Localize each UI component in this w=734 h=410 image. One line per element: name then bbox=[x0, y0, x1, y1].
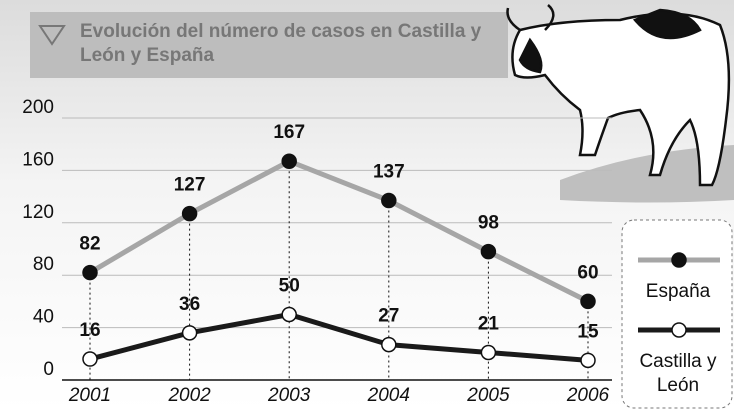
data-label: 127 bbox=[174, 175, 206, 196]
legend-marker bbox=[672, 323, 686, 337]
cow-illustration bbox=[508, 5, 734, 203]
x-tick-label: 2003 bbox=[267, 385, 311, 406]
chart-title: Evolución del número de casos en Castill… bbox=[80, 20, 500, 68]
x-tick-label: 2001 bbox=[68, 385, 111, 406]
y-tick-label: 160 bbox=[22, 149, 54, 170]
legend-label: España bbox=[626, 280, 730, 304]
data-label: 21 bbox=[478, 314, 500, 335]
series-line bbox=[90, 315, 588, 361]
data-label: 15 bbox=[577, 321, 599, 342]
y-tick-label: 0 bbox=[43, 359, 54, 380]
x-tick-label: 2002 bbox=[167, 385, 211, 406]
y-tick-label: 200 bbox=[22, 97, 54, 118]
data-point bbox=[481, 345, 495, 359]
data-point bbox=[382, 194, 396, 208]
data-label: 167 bbox=[273, 122, 305, 143]
legend-marker bbox=[672, 253, 686, 267]
data-label: 27 bbox=[378, 306, 399, 327]
data-point bbox=[581, 294, 595, 308]
x-tick-label: 2005 bbox=[466, 385, 510, 406]
data-label: 82 bbox=[79, 234, 100, 255]
data-label: 60 bbox=[577, 262, 598, 283]
data-point bbox=[83, 266, 97, 280]
y-tick-label: 40 bbox=[33, 307, 54, 328]
chart-page: 0 40 80 120 160 200 2001 2002 2003 2004 2005 2006 82… bbox=[0, 0, 734, 410]
data-point bbox=[382, 338, 396, 352]
data-label: 50 bbox=[279, 276, 300, 297]
data-point bbox=[282, 154, 296, 168]
series-line bbox=[90, 161, 588, 301]
x-tick-label: 2004 bbox=[367, 385, 410, 406]
data-point bbox=[183, 326, 197, 340]
data-label: 98 bbox=[478, 213, 499, 234]
data-label: 137 bbox=[373, 162, 405, 183]
data-point bbox=[183, 207, 197, 221]
data-point bbox=[282, 308, 296, 322]
data-point bbox=[481, 245, 495, 259]
data-point bbox=[581, 353, 595, 367]
data-label: 36 bbox=[179, 294, 200, 315]
y-tick-label: 120 bbox=[22, 202, 54, 223]
data-label: 16 bbox=[79, 320, 100, 341]
x-tick-label: 2006 bbox=[566, 385, 610, 406]
legend-label: Castilla y León bbox=[626, 350, 730, 398]
y-tick-label: 80 bbox=[33, 254, 54, 275]
data-point bbox=[83, 352, 97, 366]
